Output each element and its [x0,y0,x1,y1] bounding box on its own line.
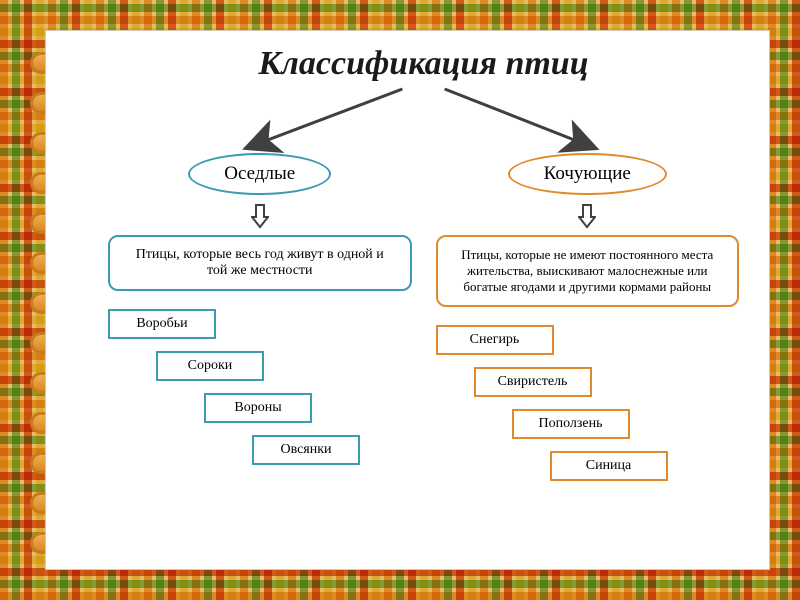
right-stair-list: Снегирь Свиристель Поползень Синица [436,325,740,481]
left-step: Воробьи [108,309,216,339]
right-category: Кочующие [508,153,667,195]
content-area: Классификация птиц Оседлые Птицы, котор [96,41,751,559]
left-category: Оседлые [188,153,331,195]
left-column: Оседлые Птицы, которые весь год живут в … [108,153,412,481]
right-step: Синица [550,451,668,481]
page-title: Классификация птиц [96,45,751,83]
right-column: Кочующие Птицы, которые не имеют постоян… [436,153,740,481]
left-stair-list: Воробьи Сороки Вороны Овсянки [108,309,412,465]
left-description: Птицы, которые весь год живут в одной и … [108,235,412,291]
left-step: Сороки [156,351,264,381]
left-step: Вороны [204,393,312,423]
down-arrow-icon [578,203,596,229]
right-step: Поползень [512,409,630,439]
page-sheet: Классификация птиц Оседлые Птицы, котор [45,30,770,570]
right-step: Снегирь [436,325,554,355]
right-description: Птицы, которые не имеют постоянного мест… [436,235,740,307]
down-arrow-icon [251,203,269,229]
branch-arrows [96,83,751,153]
right-step: Свиристель [474,367,592,397]
left-step: Овсянки [252,435,360,465]
